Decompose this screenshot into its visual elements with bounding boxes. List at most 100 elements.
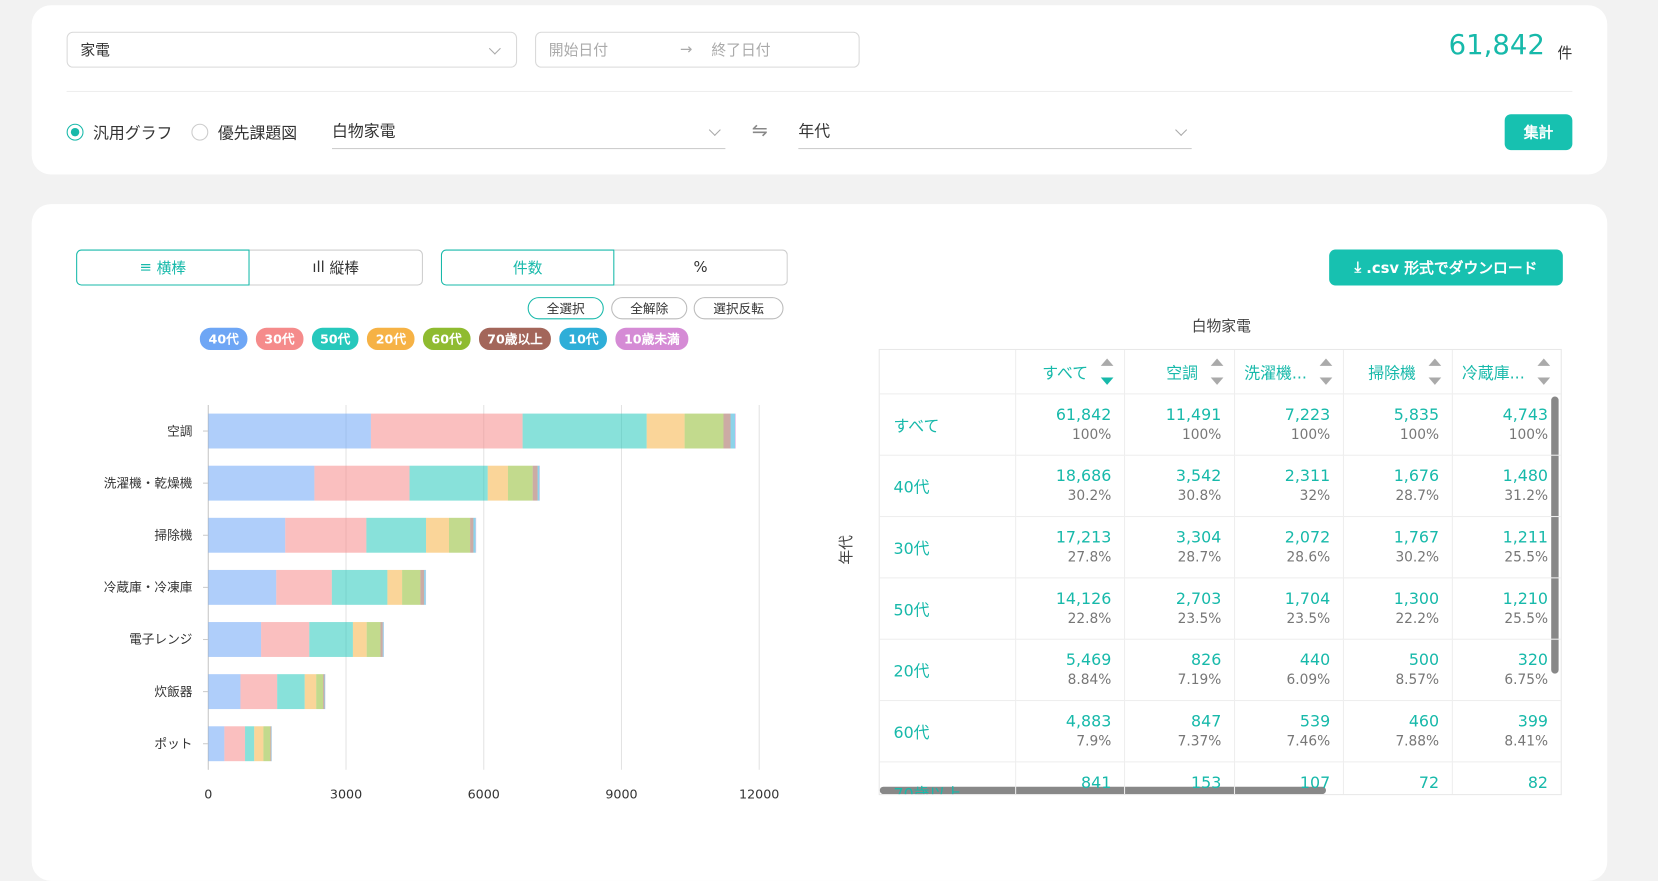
table-cell: 153 bbox=[1125, 762, 1235, 795]
bar-segment bbox=[324, 674, 325, 709]
column-header-label: 洗濯機... bbox=[1244, 362, 1307, 384]
cell-percent: 100% bbox=[1400, 427, 1439, 443]
table-cell: 1,767 30.2% bbox=[1344, 517, 1453, 578]
bar-segment bbox=[410, 466, 488, 501]
row-label: 60代 bbox=[894, 721, 930, 743]
page: 家電 開始日付 → 終了日付 61,842 件 汎用グラフ 優先課題図 白物家電… bbox=[0, 0, 1658, 852]
cell-count: 14,126 bbox=[1056, 589, 1112, 608]
y-tick-label: 冷蔵庫・冷凍庫 bbox=[104, 580, 193, 595]
sort-desc bbox=[1429, 377, 1442, 384]
cell-count: 2,072 bbox=[1285, 528, 1330, 547]
cell-percent: 7.19% bbox=[1178, 673, 1222, 689]
bar-segment bbox=[473, 518, 475, 553]
bar-segment bbox=[685, 414, 724, 449]
row-header: 60代 bbox=[880, 701, 1016, 762]
bar-segment bbox=[723, 414, 730, 449]
row-header: 30代 bbox=[880, 517, 1016, 578]
bar-segment bbox=[208, 518, 285, 553]
column-header[interactable]: 空調 bbox=[1125, 350, 1235, 394]
row-label: 70歳以上 bbox=[894, 782, 962, 795]
cell-count: 61,842 bbox=[1056, 405, 1112, 424]
y-tick-label: 掃除機 bbox=[154, 528, 192, 543]
table-cell: 107 bbox=[1235, 762, 1344, 795]
x-tick-label: 0 bbox=[204, 786, 212, 801]
bar-segment bbox=[245, 726, 254, 761]
cell-count: 3,304 bbox=[1176, 528, 1221, 547]
column-header[interactable]: 冷蔵庫... bbox=[1453, 350, 1562, 394]
table-cell: 460 7.88% bbox=[1344, 701, 1453, 762]
sort-asc bbox=[1211, 358, 1224, 365]
bar-segment bbox=[533, 466, 538, 501]
cell-count: 5,835 bbox=[1394, 405, 1439, 424]
bar-segment bbox=[224, 726, 245, 761]
cell-count: 18,686 bbox=[1056, 466, 1112, 485]
cell-percent: 7.88% bbox=[1395, 734, 1439, 750]
cell-percent: 7.9% bbox=[1076, 734, 1111, 750]
table-cell: 440 6.09% bbox=[1235, 640, 1344, 701]
x-tick-label: 9000 bbox=[605, 786, 637, 801]
cell-count: 4,883 bbox=[1066, 712, 1111, 731]
cell-count: 11,491 bbox=[1166, 405, 1222, 424]
cell-percent: 100% bbox=[1182, 427, 1221, 443]
cell-count: 826 bbox=[1191, 650, 1221, 669]
sort-desc bbox=[1211, 377, 1224, 384]
cell-percent: 8.41% bbox=[1504, 734, 1548, 750]
cell-percent: 27.8% bbox=[1068, 550, 1112, 566]
bar-segment bbox=[735, 414, 736, 449]
cell-percent: 25.5% bbox=[1504, 550, 1548, 566]
row-label: 40代 bbox=[894, 476, 930, 498]
cell-count: 17,213 bbox=[1056, 528, 1112, 547]
bar-segment bbox=[366, 518, 426, 553]
y-tick-label: 炊飯器 bbox=[154, 684, 192, 699]
bar-segment bbox=[305, 674, 316, 709]
bar-segment bbox=[402, 570, 420, 605]
column-header[interactable]: 洗濯機... bbox=[1235, 350, 1344, 394]
column-header[interactable]: 掃除機 bbox=[1344, 350, 1453, 394]
y-tick-label: 電子レンジ bbox=[129, 632, 192, 647]
sort-asc bbox=[1320, 358, 1333, 365]
cell-count: 1,767 bbox=[1394, 528, 1439, 547]
table-header-corner bbox=[880, 350, 1016, 394]
x-tick-label: 3000 bbox=[330, 786, 362, 801]
cell-percent: 8.84% bbox=[1068, 673, 1112, 689]
cell-percent: 28.7% bbox=[1178, 550, 1222, 566]
sort-asc bbox=[1537, 358, 1550, 365]
download-button[interactable]: ⤓ .csv 形式でダウンロード bbox=[1329, 250, 1563, 286]
cell-percent: 6.75% bbox=[1504, 673, 1548, 689]
cell-percent: 6.09% bbox=[1287, 673, 1331, 689]
cell-count: 460 bbox=[1409, 712, 1439, 731]
cell-percent: 7.37% bbox=[1178, 734, 1222, 750]
cell-count: 539 bbox=[1300, 712, 1330, 731]
bar-segment bbox=[523, 414, 647, 449]
total-unit: 件 bbox=[1558, 42, 1573, 63]
cell-count: 1,480 bbox=[1503, 466, 1548, 485]
column-header-label: 掃除機 bbox=[1368, 362, 1416, 384]
bar-segment bbox=[538, 466, 540, 501]
cell-count: 3,542 bbox=[1176, 466, 1221, 485]
cell-count: 440 bbox=[1300, 650, 1330, 669]
submit-button[interactable]: 集計 bbox=[1505, 114, 1573, 150]
cell-percent: 30.2% bbox=[1395, 550, 1439, 566]
col-field-select[interactable]: 年代 bbox=[798, 119, 1191, 149]
bar-segment bbox=[240, 674, 277, 709]
app: 家電 開始日付 → 終了日付 61,842 件 汎用グラフ 優先課題図 白物家電… bbox=[0, 0, 1658, 852]
bar-segment bbox=[383, 622, 384, 657]
cell-count: 107 bbox=[1300, 773, 1330, 792]
table-cell: 5,835 100% bbox=[1344, 394, 1453, 455]
column-header[interactable]: すべて bbox=[1016, 350, 1125, 394]
y-tick-label: 洗濯機・乾燥機 bbox=[104, 475, 193, 490]
bar-segment bbox=[261, 622, 309, 657]
